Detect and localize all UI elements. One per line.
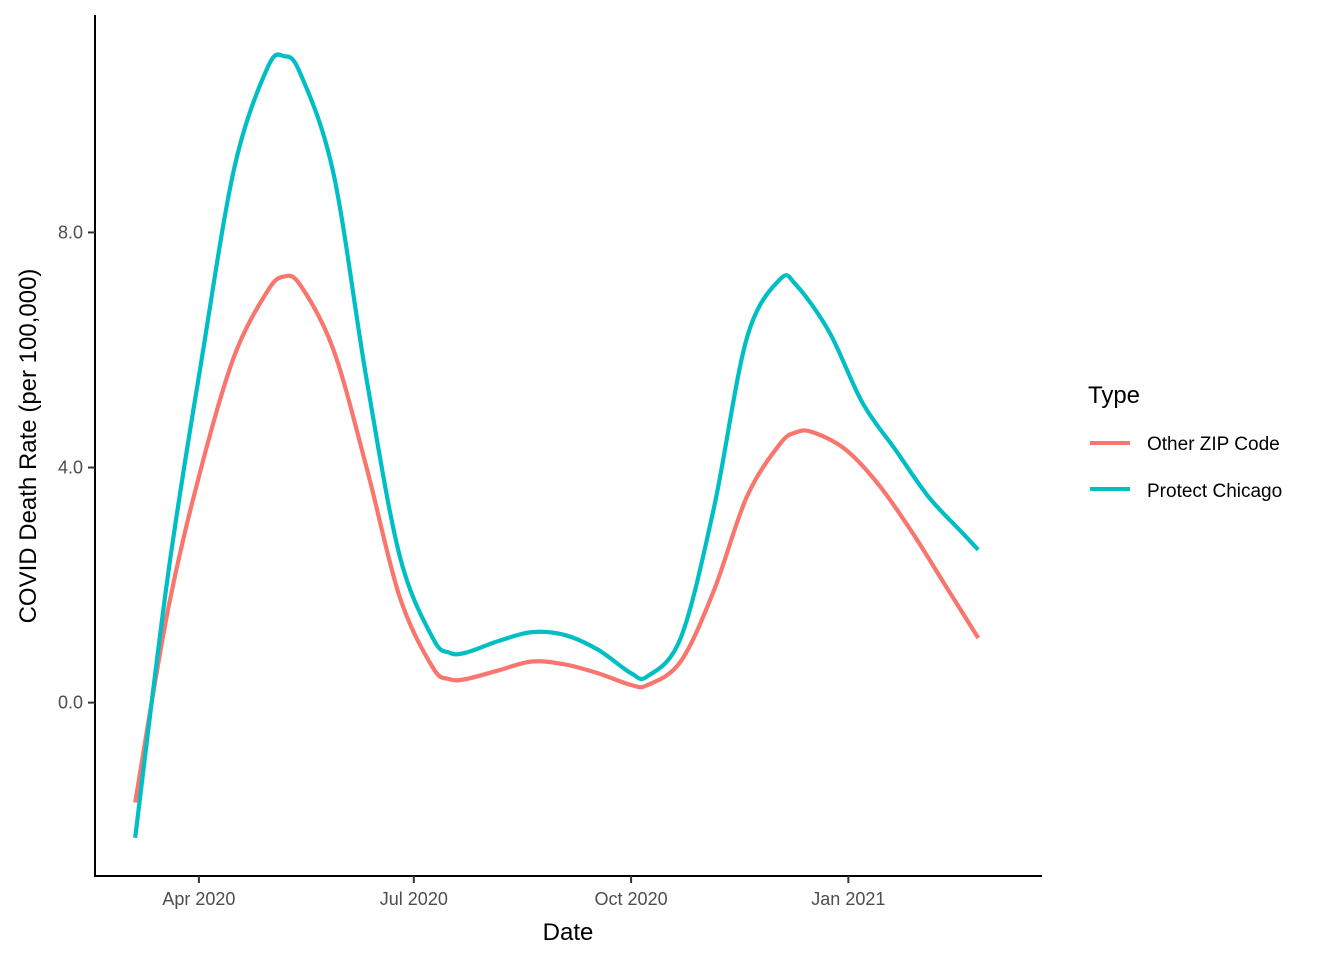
ticks-layer: Apr 2020 Jul 2020 Oct 2020 Jan 2021 0.0 4.0 8.… bbox=[58, 222, 885, 909]
legend: Type Other ZIP Code Protect Chicago bbox=[1088, 382, 1282, 502]
x-tick-label: Oct 2020 bbox=[595, 889, 668, 909]
x-tick-label: Jan 2021 bbox=[811, 889, 885, 909]
legend-label-other-zip-code: Other ZIP Code bbox=[1147, 434, 1280, 455]
y-tick-label: 4.0 bbox=[58, 458, 83, 478]
y-axis-title: COVID Death Rate (per 100,000) bbox=[15, 269, 42, 624]
legend-title: Type bbox=[1088, 382, 1140, 409]
x-tick-label: Apr 2020 bbox=[162, 889, 235, 909]
y-tick-label: 8.0 bbox=[58, 222, 83, 242]
legend-label-protect-chicago: Protect Chicago bbox=[1147, 481, 1282, 502]
series-layer bbox=[133, 52, 981, 839]
axes-layer bbox=[94, 15, 1042, 877]
series-line-other-zip-code bbox=[133, 273, 981, 803]
x-axis-title: Date bbox=[543, 919, 594, 946]
y-tick-label: 0.0 bbox=[58, 693, 83, 713]
x-tick-label: Jul 2020 bbox=[380, 889, 448, 909]
series-line-protect-chicago bbox=[133, 52, 980, 839]
